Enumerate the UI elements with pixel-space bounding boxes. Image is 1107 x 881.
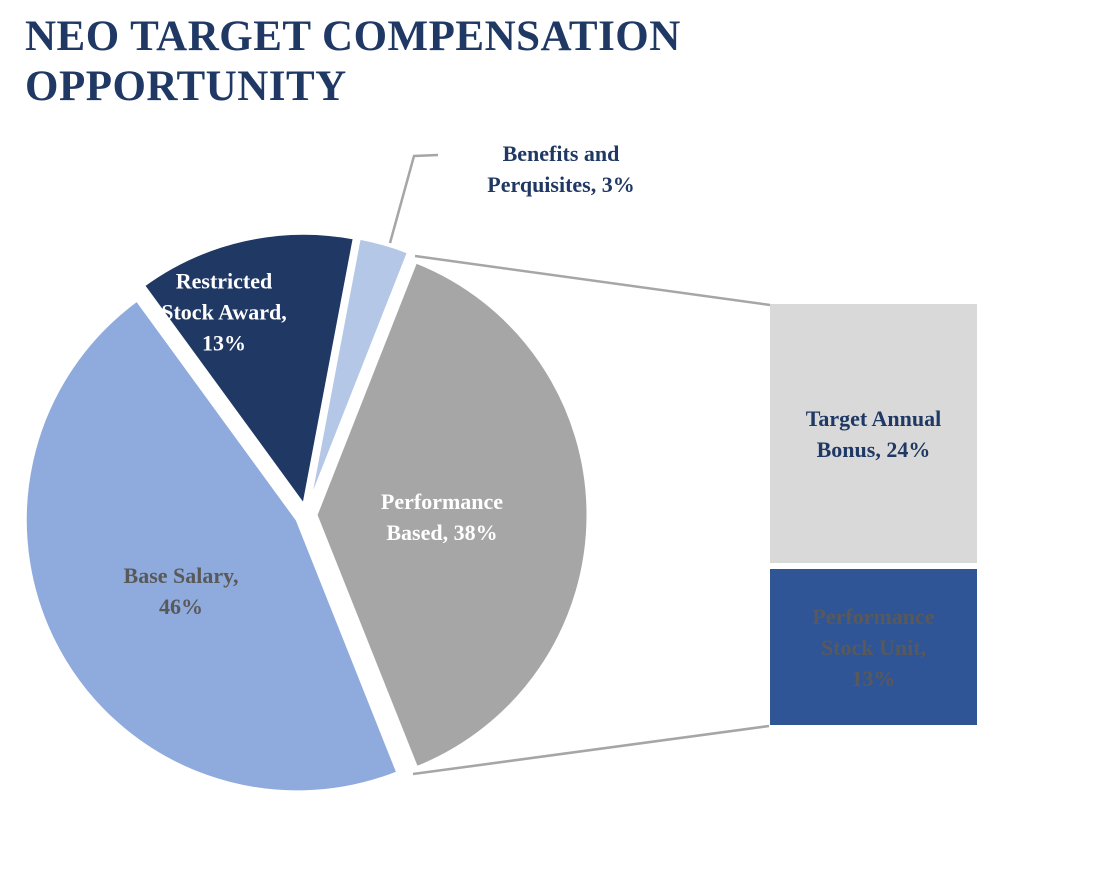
pie-slice-benefits-and-perquisites — [307, 236, 410, 507]
label-performance-stock-unit: Performance Stock Unit, 13% — [812, 603, 935, 691]
connector-line-bottom — [412, 724, 770, 776]
pie-slice-base-salary — [23, 298, 400, 794]
label-target-annual-bonus: Target Annual Bonus, 24% — [805, 405, 942, 462]
pie-slice-performance-based — [314, 260, 590, 770]
bar-segment-performance-stock-unit: Performance Stock Unit, 13% — [770, 569, 977, 725]
bar-segment-target-annual-bonus: Target Annual Bonus, 24% — [770, 304, 977, 563]
connector-line-top — [414, 254, 771, 307]
chart-title: NEO TARGET COMPENSATION OPPORTUNITY — [25, 13, 681, 110]
benefits-leader-line — [388, 153, 439, 244]
pie-slice-restricted-stock-award — [142, 231, 356, 507]
